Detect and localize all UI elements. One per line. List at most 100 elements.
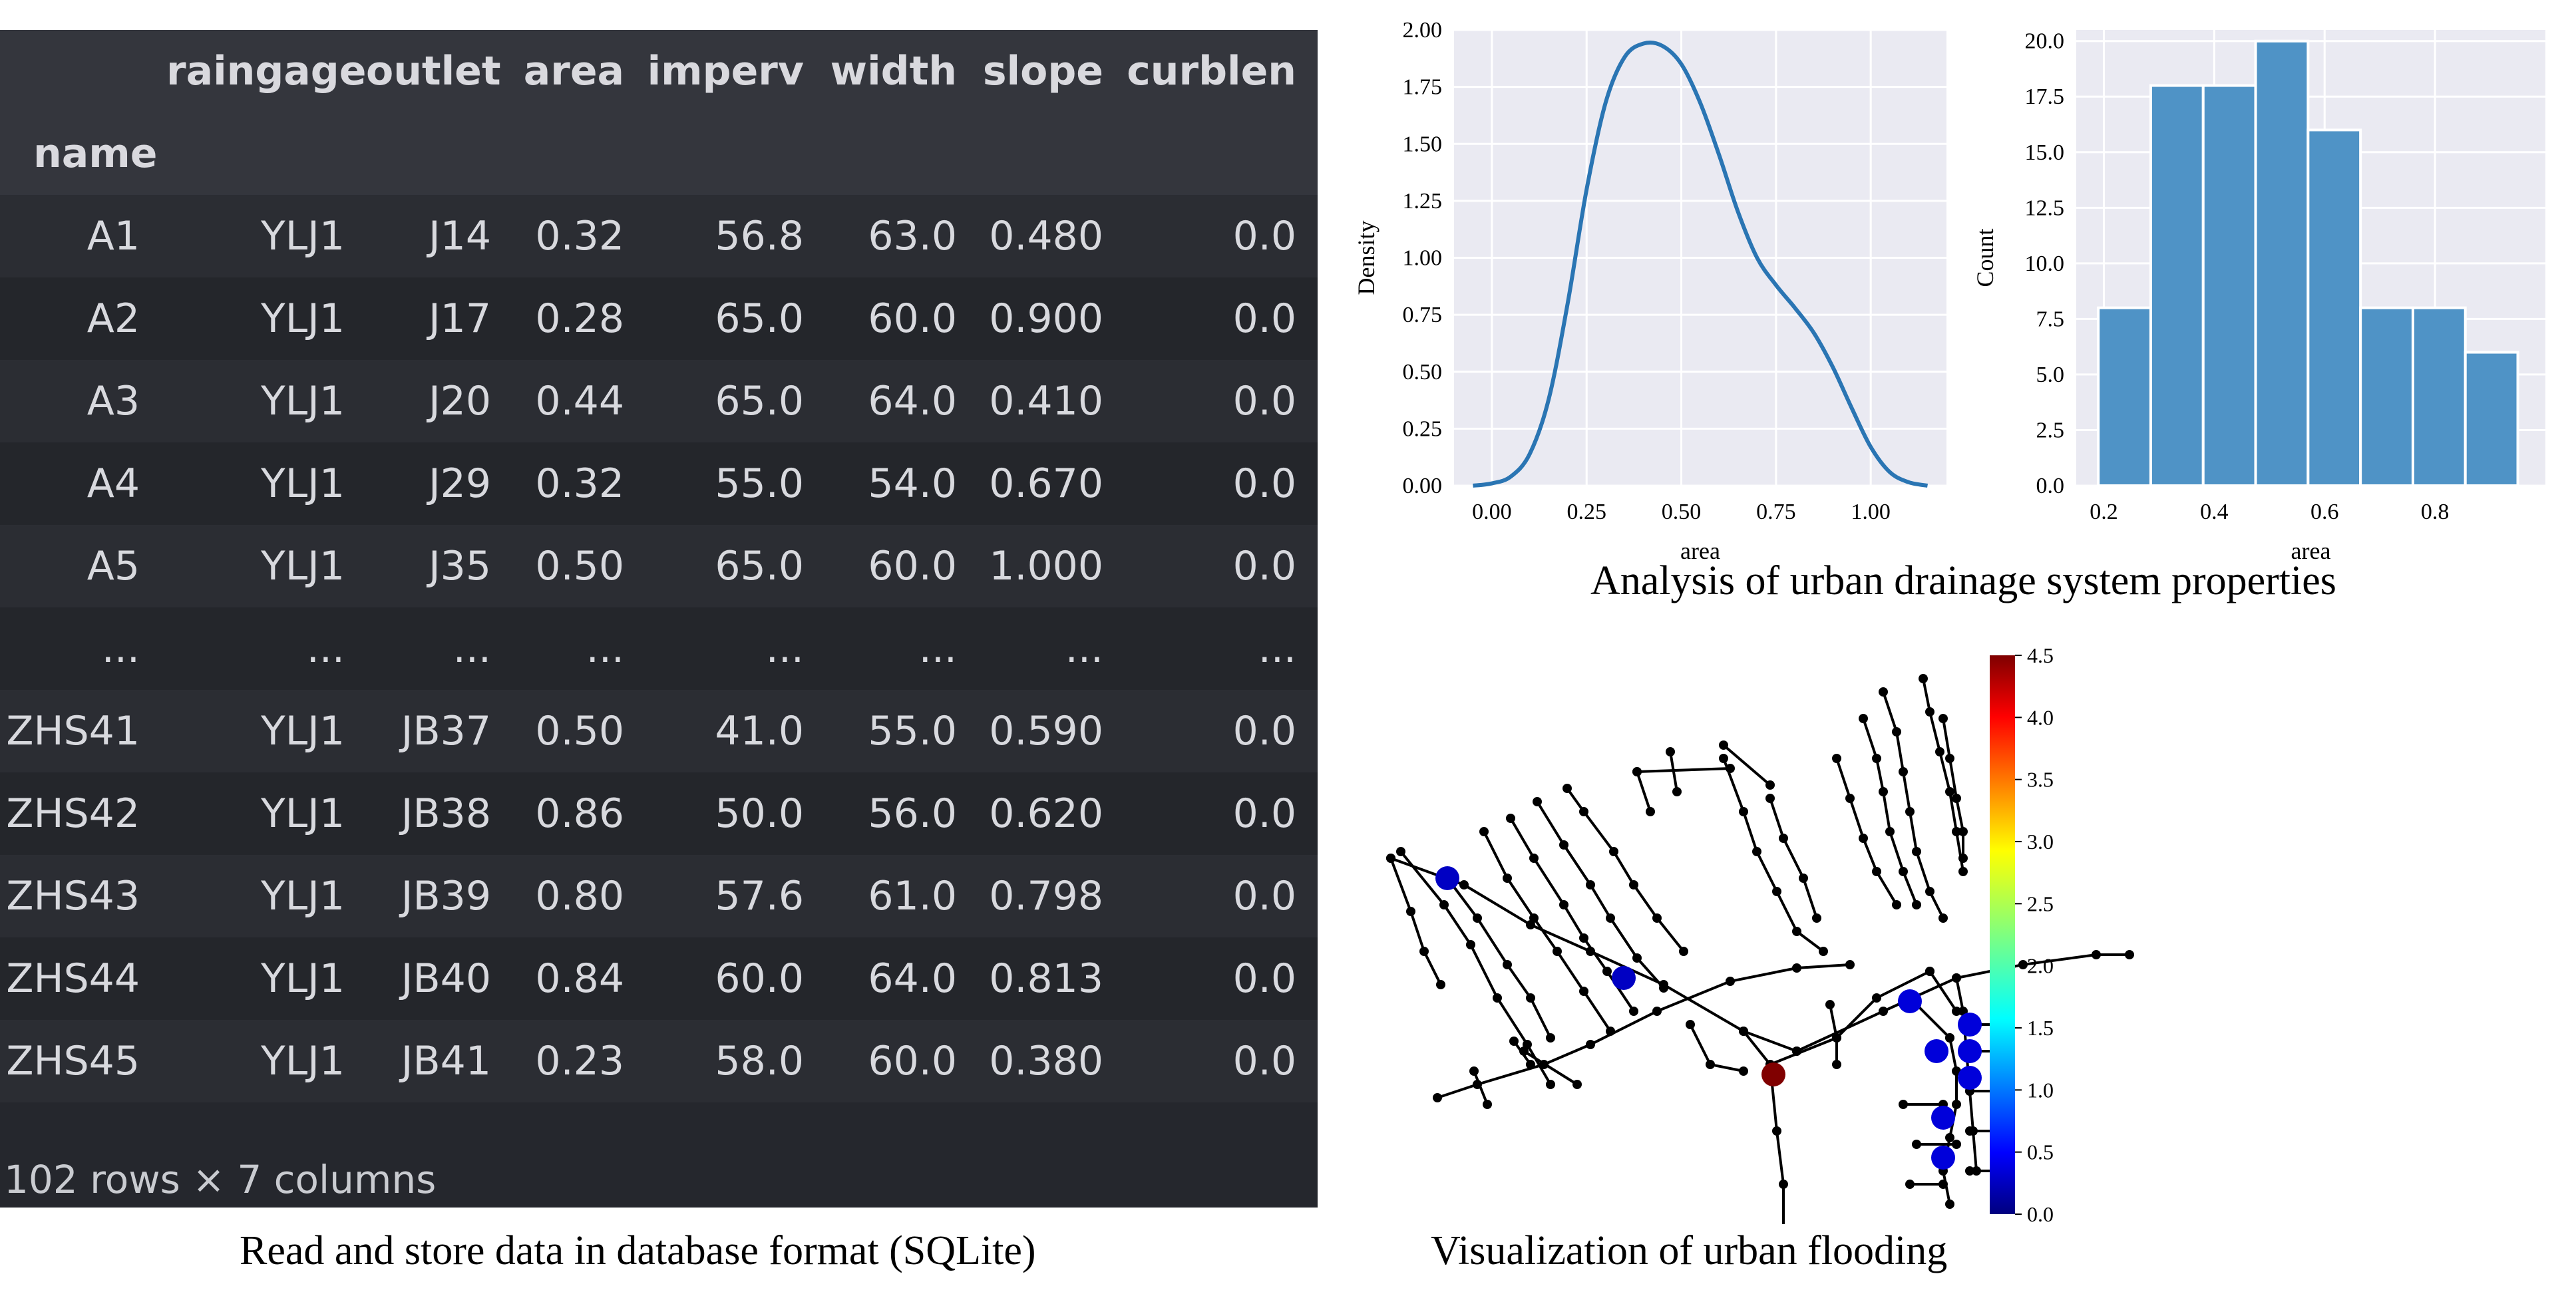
histogram-plot: 0.2 0.4 0.6 0.8 0.0 2.5 5.0 7.5 10.0 12.5 15.0 17.5… [1972,29,2545,564]
network-node [1952,1140,1961,1149]
network-node [1586,1040,1595,1049]
row-index-cell: A4 [87,460,140,507]
network-node [1439,900,1449,909]
x-tick-label: 0.75 [1756,500,1796,524]
network-node [1945,754,1954,763]
network-node [1952,1100,1961,1109]
table-cell: ... [586,625,624,672]
pipe-link [1483,831,1612,1033]
network-node [1958,867,1968,876]
network-node [1473,913,1482,923]
pipe-link [1929,970,1958,1013]
colorbar-tick-label: 2.5 [2027,891,2054,915]
y-tick-label: 20.0 [2025,29,2065,54]
network-node [1672,787,1682,796]
network-node [1553,947,1562,956]
x-tick-label: 1.00 [1851,500,1891,524]
network-node [1526,1060,1535,1069]
table-cell: YLJ1 [261,378,345,424]
kde-plot: 0.00 0.25 0.50 0.75 1.00 0.00 0.25 0.50 0.75 1.00… [1353,18,1946,564]
network-node [1965,1166,1974,1176]
pipe-link [1862,718,1918,905]
network-node [1925,967,1934,976]
colorbar: 0.0 0.5 1.0 1.5 2.0 2.5 3.0 3.5 4.0 4.5 [1970,639,2116,1226]
table-cell: J20 [428,378,491,424]
table-cell: 61.0 [868,873,957,919]
network-node [1945,1033,1954,1043]
x-tick-label: 0.50 [1662,500,1702,524]
row-index-cell: A5 [87,543,140,589]
network-node [1845,794,1855,803]
table-cell: 0.900 [989,295,1103,342]
row-index-cell: ZHS41 [6,708,140,754]
network-node [1938,714,1948,723]
network-node [1572,1080,1582,1089]
x-tick-label: 0.25 [1566,500,1606,524]
network-node [1533,797,1542,806]
table-cell: 55.0 [715,460,804,507]
column-header[interactable]: width [830,48,957,94]
pipe-link [1689,1024,1744,1072]
network-node [1899,767,1908,776]
table-cell: 0.0 [1232,955,1296,1002]
table-cell: 64.0 [868,955,957,1002]
network-node [1609,847,1618,856]
row-index-cell: A2 [87,295,140,342]
table-cell: J17 [428,295,491,342]
column-header[interactable]: area [523,48,624,94]
pipe-link [1636,767,1731,773]
pipe-link [1446,877,1552,1039]
flooding-caption: Visualization of urban flooding [1431,1228,1948,1273]
column-header[interactable]: imperv [647,48,804,94]
table-cell: ... [1258,625,1296,672]
column-header[interactable]: slope [982,48,1103,94]
table-cell: 0.50 [535,543,624,589]
histogram-bar [2097,306,2152,487]
table-cell: YLJ1 [261,460,345,507]
network-node [1919,674,1928,683]
network-node [1706,1060,1715,1069]
network-node [1899,867,1908,876]
network-node [1792,927,1801,936]
table-cell: 50.0 [715,790,804,837]
network-node [1406,907,1415,916]
network-node [1859,834,1868,843]
index-name-label: name [33,130,158,177]
row-index-cell: ZHS45 [6,1038,140,1084]
table-cell: 60.0 [868,1038,957,1084]
colorbar-bar [1990,655,2015,1214]
x-tick-label: 0.00 [1472,500,1512,524]
y-tick-label: 10.0 [2025,251,2065,276]
y-tick-label: 0.75 [1403,303,1443,327]
column-header[interactable]: outlet [366,48,501,94]
table-row: ZHS43 YLJ1 JB39 0.80 57.6 61.0 0.798 0.0 [0,855,1318,937]
dataframe-panel: raingage outlet area imperv width slope … [0,30,1318,1208]
flooded-node [1612,966,1636,990]
network-node [1506,814,1515,823]
network-node [1905,1180,1915,1189]
y-tick-label: 15.0 [2025,140,2065,165]
y-axis-label: Density [1353,221,1380,295]
network-node [1958,854,1968,863]
network-node [1606,913,1615,923]
column-header[interactable]: raingage [166,48,366,94]
table-row: A3 YLJ1 J20 0.44 65.0 64.0 0.410 0.0 [0,360,1318,442]
network-node [1925,707,1934,717]
network-node [1396,847,1405,856]
x-tick-label: 0.8 [2421,500,2450,524]
network-node [1579,933,1588,943]
network-node [1905,807,1915,816]
network-node [1952,1007,1961,1016]
flooded-node [1931,1146,1955,1170]
colorbar-tick-label: 3.0 [2027,830,2054,854]
column-header-row: raingage outlet area imperv width slope … [0,30,1318,112]
column-header[interactable]: curblen [1127,48,1296,94]
table-cell: YLJ1 [261,708,345,754]
network-node [1845,960,1855,969]
network-node [1539,1060,1549,1069]
row-index-cell: ZHS44 [6,955,140,1002]
network-node [1832,1060,1841,1069]
flooded-node [1958,1066,1982,1090]
network-node [1419,947,1429,956]
network-node [1879,687,1888,697]
